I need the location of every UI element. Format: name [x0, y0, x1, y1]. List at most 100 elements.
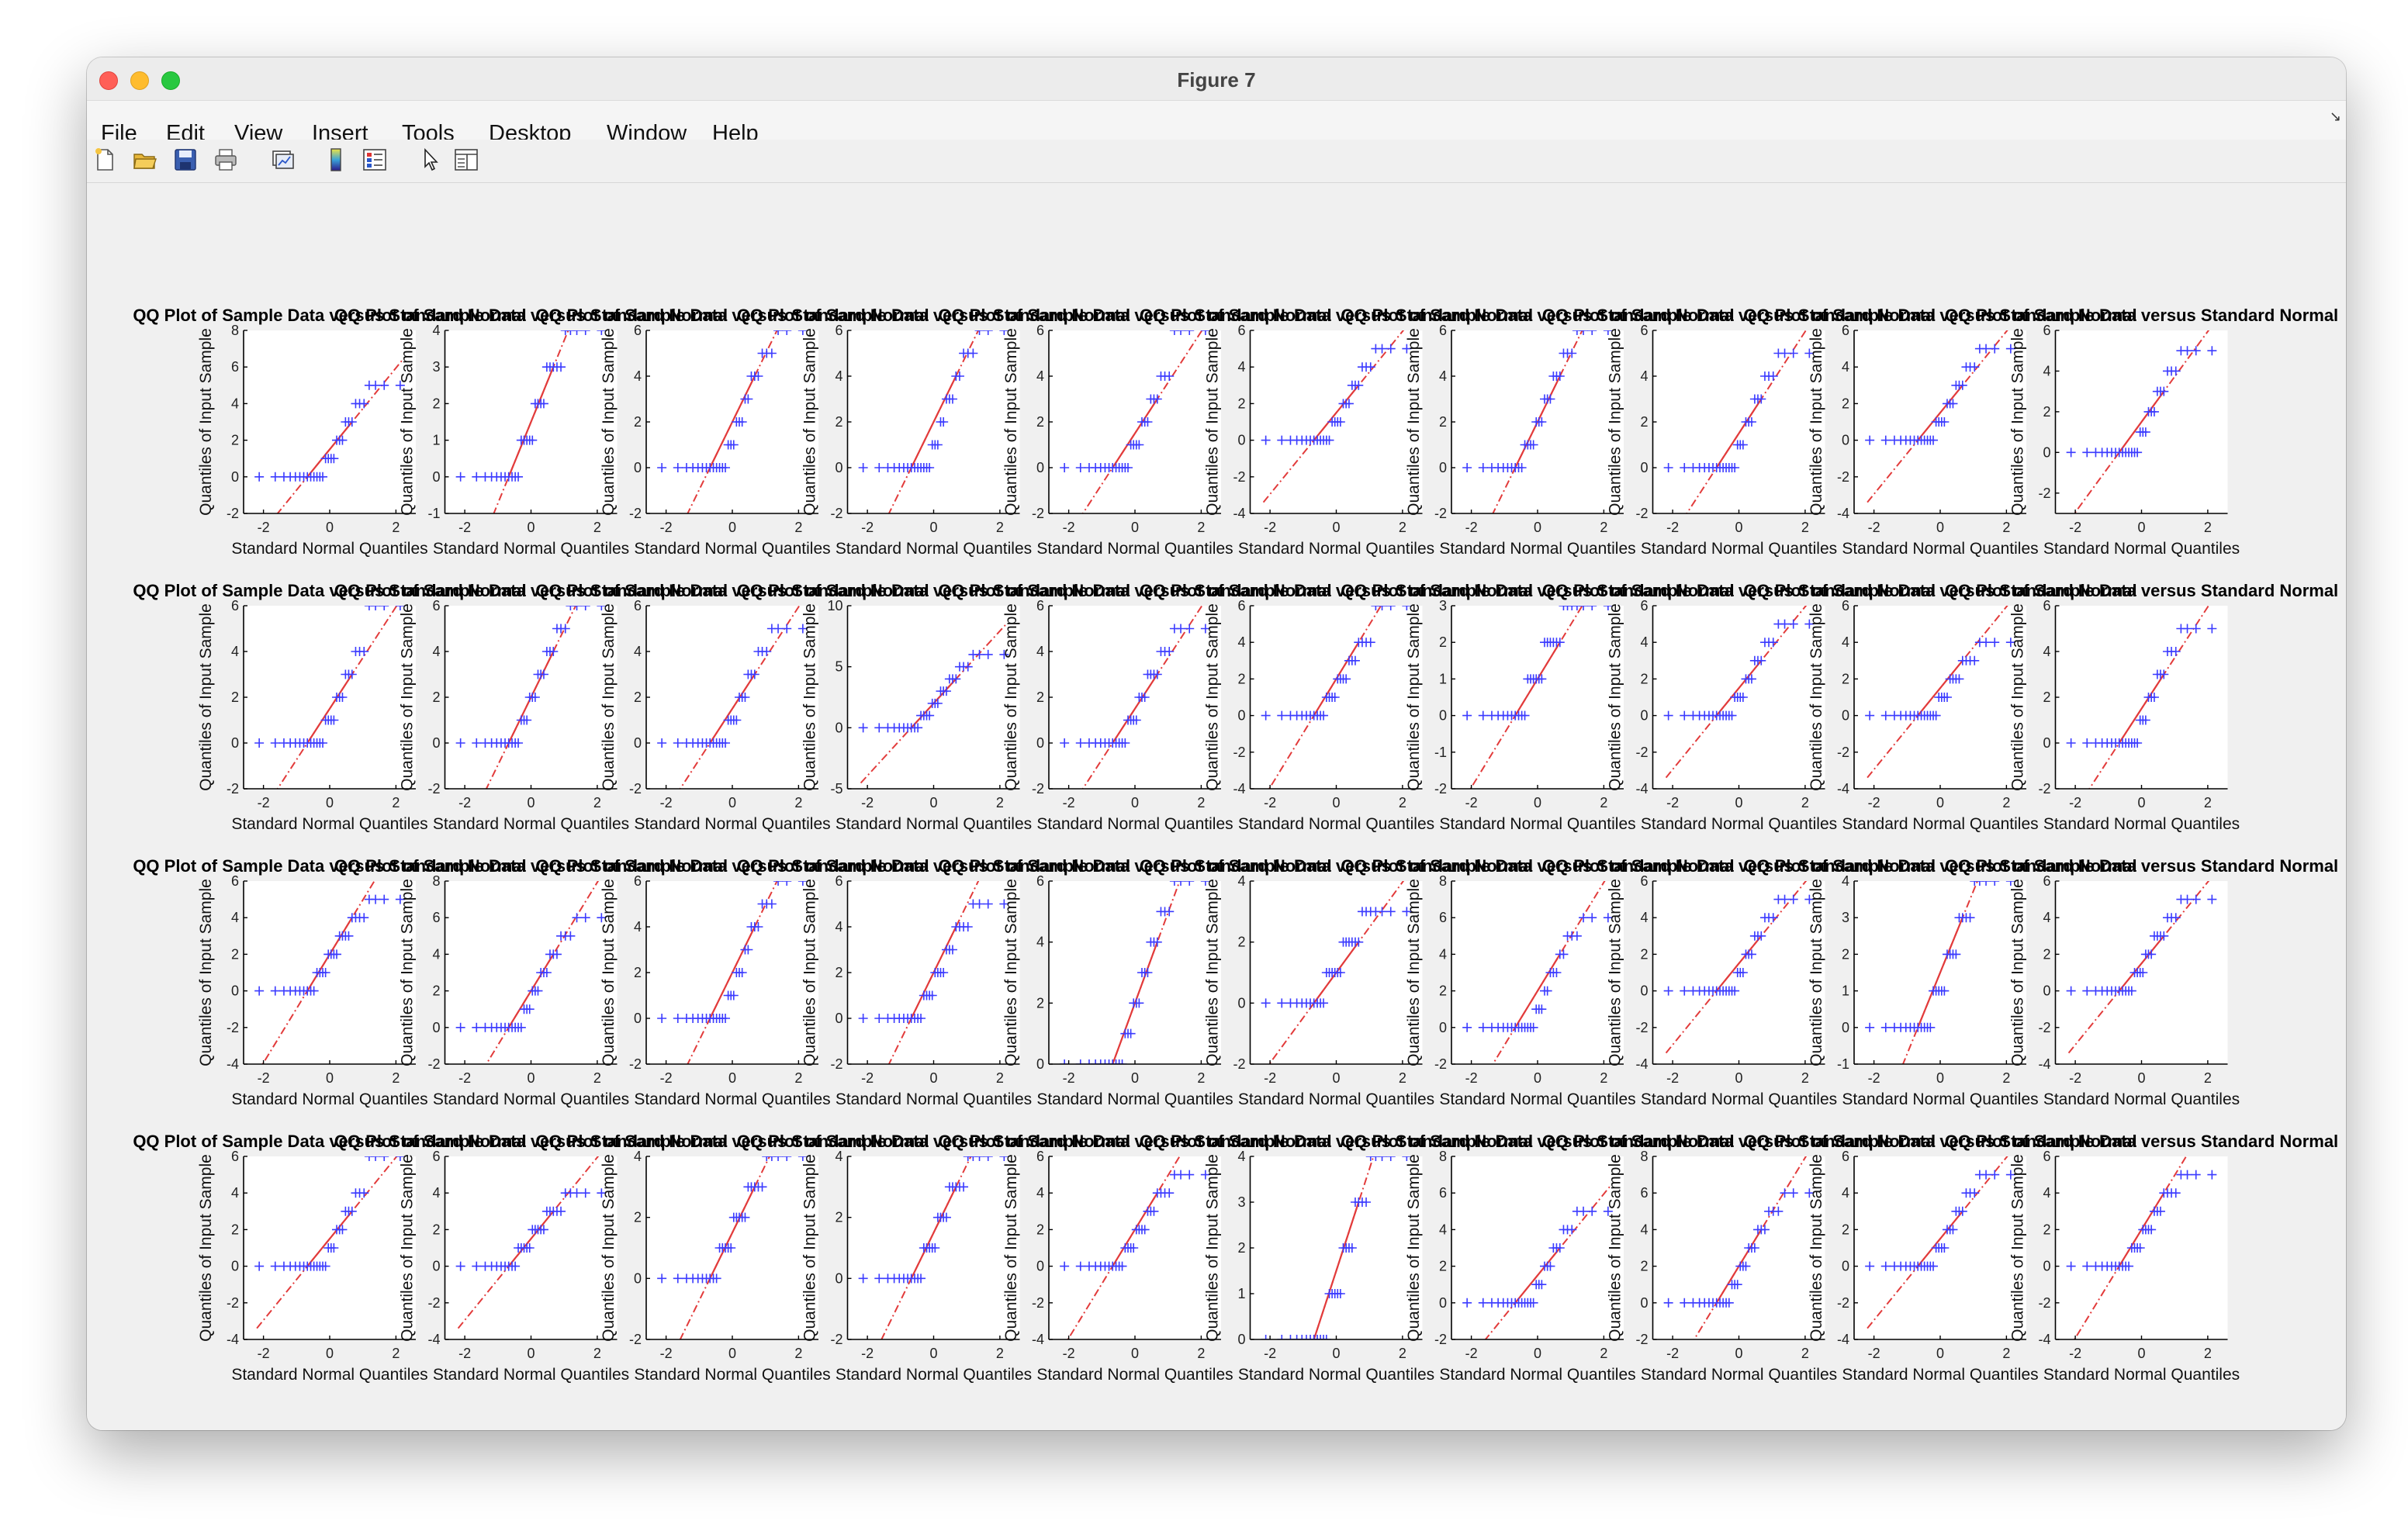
qq-subplot[interactable]: -2 0 2 4 6 -2 0 2 Standard Normal Quantiles Quant…	[334, 548, 728, 847]
x-tick-label: 0	[1131, 1346, 1139, 1361]
data-point	[1060, 738, 1070, 748]
x-axis-label: Standard Normal Quantiles	[1439, 815, 1635, 833]
data-point	[1152, 394, 1162, 404]
insert-legend-icon[interactable]	[362, 147, 388, 173]
qq-subplot[interactable]: -4 -2 0 2 4 6 -2 0 2 Standard Normal Quantiles Qua…	[1140, 306, 1533, 558]
subplot-title: QQ Plot of Sample Data versus Standard N…	[737, 581, 1130, 600]
data-point	[1804, 348, 1815, 358]
data-point	[329, 454, 339, 464]
data-point	[766, 348, 777, 358]
axes-background	[2055, 606, 2228, 789]
qq-subplot[interactable]: -2 0 2 4 6 -2 0 2 Standard Normal Quantiles Quant…	[938, 306, 1331, 558]
data-point	[1402, 606, 1412, 610]
qq-subplot[interactable]: -2 0 2 4 6 -2 0 2 Standard Normal Quantiles Quant…	[1945, 306, 2338, 558]
minimize-button[interactable]	[130, 71, 149, 90]
undock-arrow-icon[interactable]: ↘	[2329, 109, 2341, 124]
x-tick-label: 2	[2002, 1070, 2010, 1086]
data-point	[983, 649, 993, 659]
y-tick-label: -2	[1233, 1056, 1245, 1072]
y-tick-label: 0	[2043, 735, 2050, 751]
x-tick-label: 2	[2002, 1346, 2010, 1361]
y-tick-label: 0	[1439, 1295, 1447, 1311]
x-axis-label: Standard Normal Quantiles	[231, 540, 427, 558]
close-button[interactable]	[99, 71, 118, 90]
qq-subplot[interactable]: -2 -1 0 1 2 3 -2 0 2 Standard Normal Quantiles Qua…	[1341, 559, 1734, 833]
qq-subplot[interactable]: -2 0 2 4 6 -2 0 2 Standard Normal Quantiles Quant…	[535, 273, 929, 572]
x-axis-label: Standard Normal Quantiles	[433, 1366, 629, 1384]
qq-subplot[interactable]: -4 -2 0 2 4 6 -2 0 2 Standard Normal Quantiles Qua…	[1140, 559, 1533, 833]
y-axis-label: Quantiles of Input Sample	[1204, 879, 1222, 1066]
subplot-title: QQ Plot of Sample Data versus Standard N…	[133, 306, 526, 325]
y-tick-label: -2	[1434, 506, 1447, 521]
y-tick-label: -2	[629, 1056, 642, 1072]
data-point	[737, 417, 747, 427]
y-tick-label: -4	[1032, 1332, 1044, 1347]
y-tick-label: -2	[427, 1056, 440, 1072]
y-tick-label: 4	[1842, 359, 1849, 375]
y-tick-label: 0	[1640, 460, 1648, 475]
qq-subplot[interactable]: -4 -2 0 2 4 6 -2 0 2 Standard Normal Quantiles Qua…	[1743, 306, 2136, 558]
x-tick-label: 2	[1600, 795, 1607, 810]
data-point	[939, 417, 949, 427]
y-tick-label: 4	[1640, 634, 1648, 650]
axes-background	[1451, 606, 1624, 789]
new-figure-icon[interactable]	[92, 147, 118, 173]
x-axis-label: Standard Normal Quantiles	[1238, 815, 1434, 833]
data-point	[318, 738, 328, 748]
y-tick-label: 0	[1842, 708, 1849, 724]
axes-background	[1652, 330, 1825, 513]
open-file-icon[interactable]	[132, 147, 158, 173]
x-axis-label: Standard Normal Quantiles	[433, 815, 629, 833]
y-tick-label: 2	[2043, 1222, 2050, 1237]
data-point	[514, 472, 524, 482]
qq-subplot[interactable]: -2 0 2 4 6 -2 0 2 Standard Normal Quantiles Quant…	[737, 273, 1130, 572]
save-icon[interactable]	[172, 147, 199, 173]
insert-colorbar-icon[interactable]	[323, 147, 349, 173]
y-tick-label: 6	[634, 323, 642, 338]
x-tick-label: 0	[1936, 795, 1944, 810]
axes-background	[1250, 1156, 1423, 1339]
y-tick-label: -2	[1635, 1332, 1648, 1347]
property-editor-icon[interactable]	[453, 147, 479, 173]
y-axis-label: Quantiles of Input Sample	[197, 328, 215, 516]
x-axis-label: Standard Normal Quantiles	[836, 540, 1032, 558]
data-point	[925, 463, 935, 472]
y-tick-label: 6	[634, 598, 642, 613]
y-tick-label: 2	[634, 414, 642, 430]
data-point	[968, 348, 978, 358]
x-tick-label: -2	[2069, 1070, 2081, 1086]
x-tick-label: 2	[1399, 795, 1406, 810]
qq-subplot[interactable]: -2 0 2 4 6 -2 0 2 Standard Normal Quantiles Quant…	[1542, 306, 1936, 558]
subplot-title: QQ Plot of Sample Data versus Standard N…	[334, 306, 728, 325]
x-tick-label: 0	[929, 1346, 937, 1361]
qq-subplot[interactable]: -2 0 2 4 6 -2 0 2 Standard Normal Quantiles Quant…	[1341, 273, 1734, 572]
zoom-button[interactable]	[161, 71, 180, 90]
data-point	[925, 710, 935, 721]
reference-line	[679, 606, 801, 789]
data-point	[379, 380, 389, 390]
x-tick-label: -2	[258, 520, 270, 535]
axes-background	[445, 881, 618, 1064]
edit-plot-icon[interactable]	[417, 147, 444, 173]
subplot-title: QQ Plot of Sample Data versus Standard N…	[1945, 856, 2338, 876]
axes-background	[1451, 1156, 1624, 1339]
qq-subplot[interactable]: -5 0 5 10 -2 0 2 Standard Normal Quantiles Quant…	[737, 581, 1130, 833]
print-icon[interactable]	[213, 147, 239, 173]
qq-subplot[interactable]: -2 0 2 4 6 -2 0 2 Standard Normal Quantiles Quant…	[133, 581, 526, 833]
y-axis-label: Quantiles of Input Sample	[1607, 1154, 1624, 1342]
qq-subplot[interactable]: -1 0 1 2 3 4 -2 0 2 Standard Normal Quantiles Quan…	[334, 243, 728, 601]
qq-subplot[interactable]: -2 0 2 4 6 8 -2 0 2 Standard Normal Quantiles Quan…	[133, 306, 526, 558]
qq-subplot[interactable]: -2 0 2 4 6 -2 0 2 Standard Normal Quantiles Quant…	[535, 581, 929, 833]
qq-subplot[interactable]: -2 0 2 4 6 -2 0 2 Standard Normal Quantiles Quant…	[938, 581, 1331, 833]
x-tick-label: 2	[2002, 795, 2010, 810]
data-point	[566, 606, 576, 610]
y-axis-label: Quantiles of Input Sample	[1405, 879, 1423, 1066]
y-tick-label: 2	[1640, 1259, 1648, 1274]
y-tick-label: 4	[1036, 368, 1044, 384]
x-axis-label: Standard Normal Quantiles	[2043, 540, 2240, 558]
x-axis-label: Standard Normal Quantiles	[836, 1366, 1032, 1384]
x-tick-label: 0	[527, 1346, 535, 1361]
link-plot-icon[interactable]	[270, 147, 296, 173]
y-tick-label: 0	[1842, 1259, 1849, 1274]
axes-background	[1049, 881, 1221, 1064]
